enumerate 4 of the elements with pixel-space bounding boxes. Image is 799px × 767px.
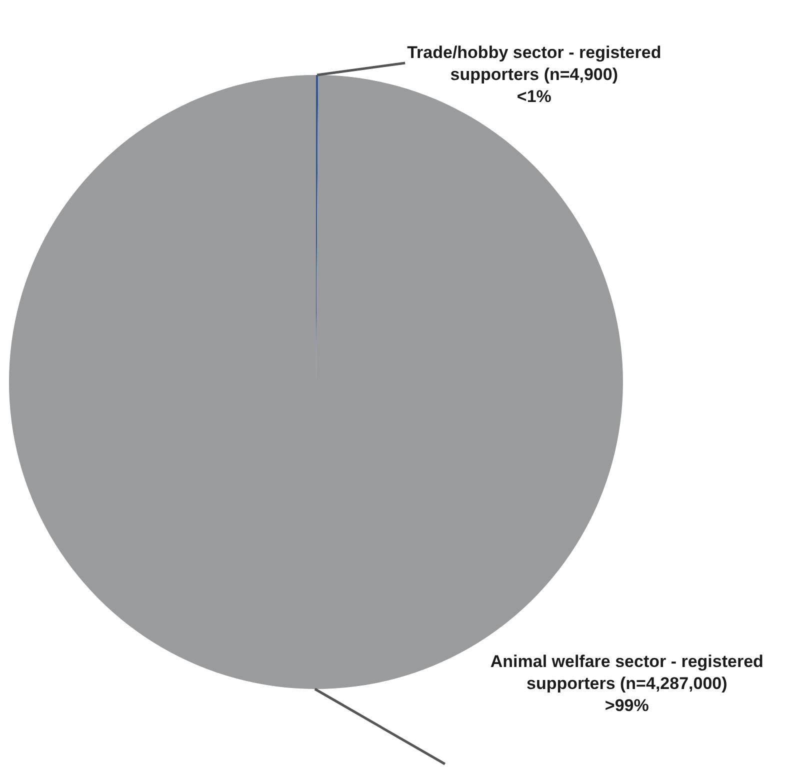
data-label: >99%: [604, 696, 649, 716]
slice-label: Trade/hobby sector - registered supporters (n=4,900): [407, 43, 662, 84]
data-label: <1%: [516, 87, 552, 106]
slice-label: Animal welfare sector - registered supporters (n=4,287,000): [490, 652, 764, 694]
